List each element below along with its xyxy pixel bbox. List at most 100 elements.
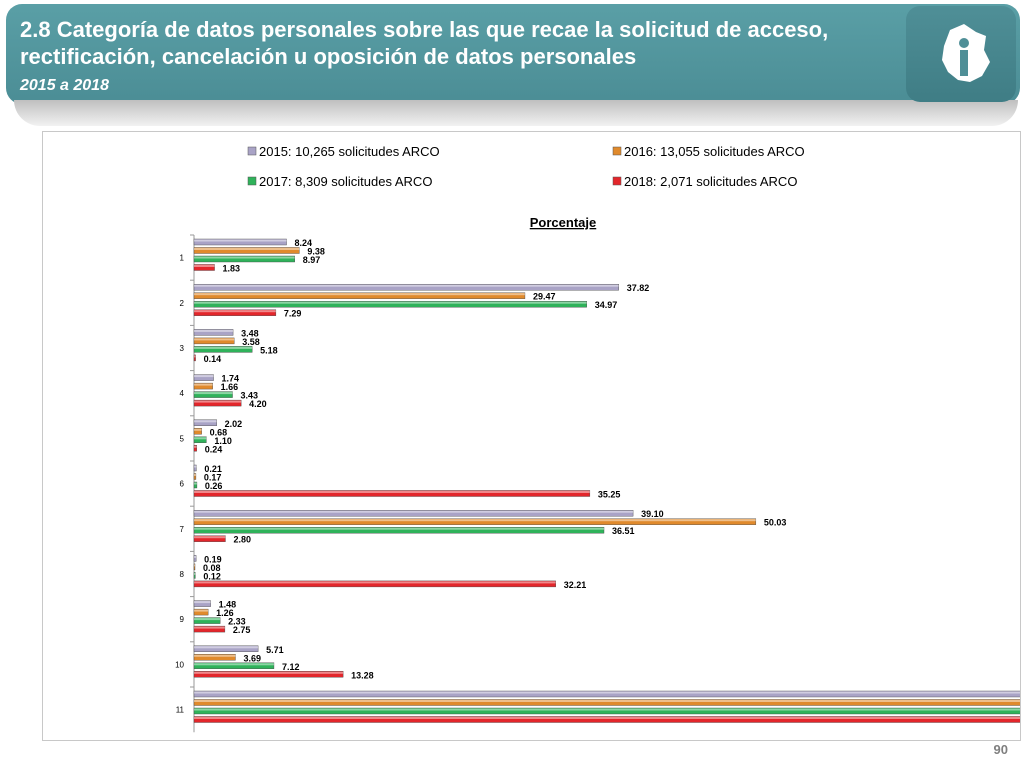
- bar: [193, 238, 287, 246]
- bar-highlight: [194, 536, 226, 539]
- legend-swatch: [612, 146, 622, 156]
- category-label: 1: [180, 254, 185, 263]
- bar-highlight: [194, 310, 276, 313]
- bar: [193, 255, 295, 263]
- bar: [193, 645, 259, 652]
- bar-highlight: [194, 601, 211, 604]
- data-label: 1.74: [222, 374, 240, 384]
- bar-highlight: [194, 491, 590, 493]
- data-label: 4.20: [249, 399, 267, 409]
- bar-highlight: [194, 301, 587, 304]
- data-label: 1.10: [214, 436, 232, 446]
- bar: [193, 419, 217, 426]
- banner-shadow: [14, 100, 1018, 126]
- bar-highlight: [194, 392, 233, 395]
- data-label: 5.18: [260, 345, 278, 355]
- bar-highlight: [194, 239, 287, 242]
- data-label: 34.97: [595, 300, 618, 310]
- bar: [193, 716, 1020, 723]
- data-label: 37.82: [627, 283, 650, 293]
- bar: [193, 247, 300, 254]
- bar: [193, 309, 277, 316]
- legend-swatch: [612, 176, 622, 186]
- bar: [193, 436, 207, 443]
- bar-highlight: [194, 338, 235, 341]
- city-map-logo-icon: [942, 24, 990, 82]
- bar: [193, 354, 196, 362]
- bar: [193, 580, 556, 588]
- bar: [193, 490, 591, 497]
- bar-highlight: [194, 618, 221, 621]
- data-label: 0.26: [205, 481, 223, 491]
- bar-highlight: [194, 572, 196, 575]
- bar-highlight: [194, 691, 1020, 694]
- category-label: 5: [180, 434, 185, 443]
- chart-area: 2015: 10,265 solicitudes ARCO 2016: 13,05…: [42, 131, 1021, 741]
- bar-highlight: [194, 265, 215, 267]
- category-label: 4: [180, 389, 185, 398]
- bar: [193, 382, 213, 390]
- category-label: 6: [180, 480, 185, 489]
- legend-swatch: [247, 176, 257, 186]
- bar: [193, 535, 226, 542]
- bar-highlight: [194, 609, 209, 612]
- bar-highlight: [194, 375, 214, 378]
- bar-highlight: [194, 510, 634, 513]
- data-label: 0.19: [204, 554, 222, 564]
- title-banner: [6, 4, 1020, 104]
- bar-highlight: [194, 329, 234, 332]
- bar-highlight: [194, 519, 756, 522]
- bar: [193, 399, 242, 407]
- data-label: 13.28: [351, 670, 374, 680]
- legend-swatch: [247, 146, 257, 156]
- data-label: 35.25: [598, 490, 621, 500]
- category-label: 10: [175, 660, 184, 669]
- category-label: 2: [180, 299, 185, 308]
- data-label: 2.02: [225, 419, 243, 429]
- bar-highlight: [194, 248, 300, 250]
- bar: [193, 428, 202, 435]
- data-label: 3.69: [243, 653, 261, 663]
- bar: [193, 264, 215, 271]
- bar: [193, 617, 221, 624]
- data-label: 7.29: [284, 309, 302, 319]
- bar-highlight: [194, 555, 197, 558]
- bar-highlight: [194, 581, 556, 584]
- bar-highlight: [194, 437, 207, 440]
- bar-highlight: [194, 527, 605, 530]
- data-label: 9.38: [307, 247, 325, 257]
- bar-highlight: [194, 671, 344, 674]
- bar-highlight: [194, 293, 525, 296]
- bar: [193, 445, 197, 452]
- bar: [193, 473, 197, 480]
- chart-title: Porcentaje: [530, 215, 596, 230]
- category-label: 3: [180, 344, 185, 353]
- bar: [193, 625, 226, 633]
- bar-highlight: [194, 400, 242, 403]
- bar-highlight: [194, 564, 195, 567]
- bar-highlight: [194, 355, 196, 358]
- data-label: 8.97: [303, 255, 321, 265]
- bar-highlight: [194, 428, 202, 431]
- data-label: 32.21: [564, 580, 587, 590]
- data-label: 7.12: [282, 662, 300, 672]
- bar: [193, 690, 1020, 698]
- legend-label: 2018: 2,071 solicitudes ARCO: [624, 174, 797, 189]
- bar: [193, 374, 214, 381]
- data-label: 8.24: [295, 238, 313, 248]
- bar-highlight: [194, 383, 213, 386]
- bar-highlight: [194, 663, 274, 666]
- data-label: 2.75: [233, 625, 251, 635]
- bar: [193, 555, 197, 562]
- data-label: 0.12: [203, 571, 221, 581]
- bar: [193, 671, 344, 678]
- category-label: 11: [176, 706, 185, 715]
- bar: [193, 464, 197, 472]
- bar: [193, 654, 236, 661]
- data-label: 50.03: [764, 518, 787, 528]
- bar: [193, 346, 253, 353]
- bar-chart: 2015: 10,265 solicitudes ARCO 2016: 13,05…: [175, 144, 1020, 733]
- bar: [193, 510, 634, 517]
- data-label: 0.24: [205, 444, 223, 454]
- data-label: 0.17: [204, 473, 222, 483]
